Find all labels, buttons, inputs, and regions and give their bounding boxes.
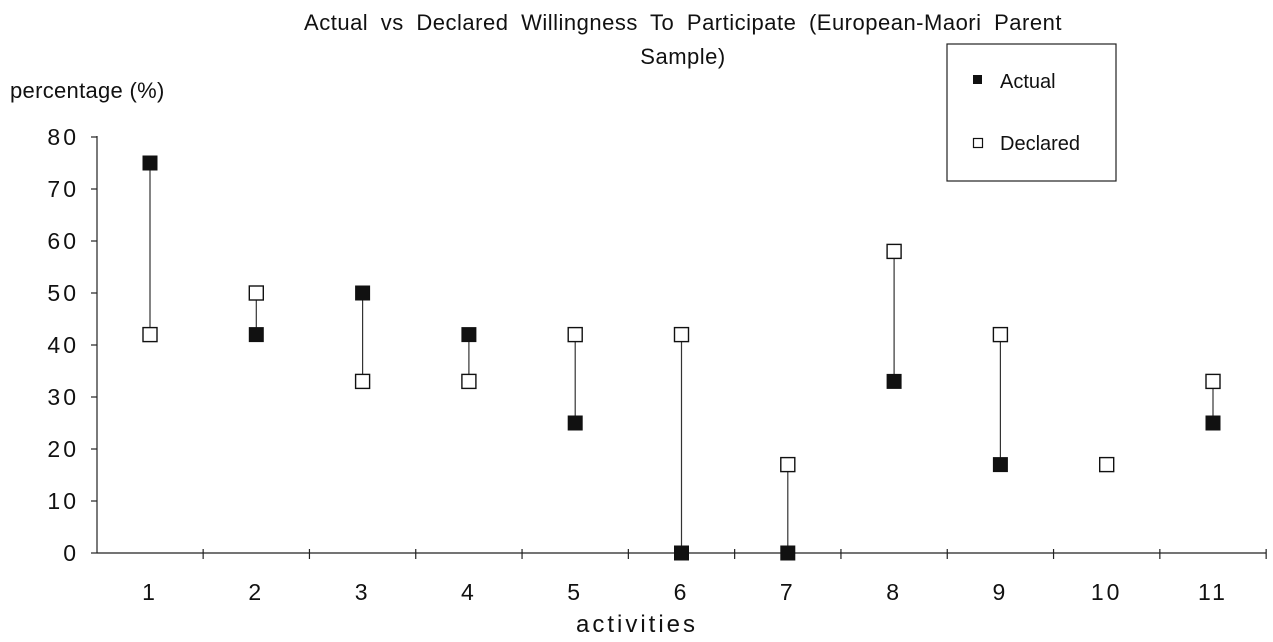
actual-point (674, 545, 689, 561)
declared-point (992, 326, 1009, 343)
x-tick-label: 11 (1198, 579, 1228, 605)
actual-point (355, 285, 371, 301)
y-tick-label: 40 (47, 332, 79, 358)
x-ticks: 1 2 3 4 5 6 7 8 9 10 11 (142, 549, 1267, 605)
declared-point (567, 326, 583, 343)
x-tick-label: 8 (886, 579, 902, 605)
actual-point (780, 545, 796, 561)
chart-title: Actual vs Declared Willingness To Partic… (304, 10, 1062, 35)
x-tick-label: 5 (567, 579, 583, 605)
declared-point (673, 326, 690, 343)
declared-point (248, 285, 265, 301)
legend-actual-label: Actual (1000, 71, 1056, 93)
declared-point (1205, 373, 1221, 390)
data-markers (142, 155, 1221, 561)
x-tick-label: 1 (142, 579, 158, 605)
legend-declared-label: Declared (1000, 133, 1080, 155)
y-ticks: 0 10 20 30 40 50 60 70 80 (47, 124, 97, 566)
y-tick-label: 80 (47, 124, 79, 150)
x-tick-label: 4 (461, 579, 477, 605)
y-tick-label: 0 (63, 540, 79, 566)
legend-actual-marker (973, 75, 982, 84)
y-tick-label: 10 (47, 488, 79, 514)
actual-point (567, 415, 583, 431)
connector-lines (149, 163, 1214, 553)
actual-point (142, 155, 158, 171)
chart-title-line2: Sample) (640, 44, 725, 69)
declared-point (780, 456, 796, 473)
legend: Actual Declared (946, 43, 1117, 182)
declared-point (1098, 456, 1115, 473)
y-tick-label: 60 (47, 228, 79, 254)
actual-point (248, 327, 264, 343)
y-tick-label: 30 (47, 384, 79, 410)
declared-point (461, 373, 477, 390)
declared-point (886, 243, 902, 260)
x-tick-label: 2 (248, 579, 264, 605)
actual-point (461, 327, 477, 343)
declared-point (354, 373, 371, 390)
x-tick-label: 3 (355, 579, 371, 605)
y-tick-label: 20 (47, 436, 79, 462)
y-tick-label: 50 (47, 280, 79, 306)
actual-point (886, 373, 902, 389)
x-tick-label: 7 (780, 579, 796, 605)
x-tick-label: 10 (1091, 579, 1123, 605)
x-axis-label: activities (576, 611, 698, 638)
actual-point (992, 457, 1008, 473)
legend-declared-marker (972, 137, 984, 149)
actual-point (1205, 415, 1221, 431)
legend-box (946, 43, 1117, 182)
x-tick-label: 9 (993, 579, 1009, 605)
y-axis-label: percentage (%) (10, 78, 165, 103)
x-tick-label: 6 (674, 579, 690, 605)
declared-point (142, 326, 158, 343)
y-tick-label: 70 (47, 176, 79, 202)
